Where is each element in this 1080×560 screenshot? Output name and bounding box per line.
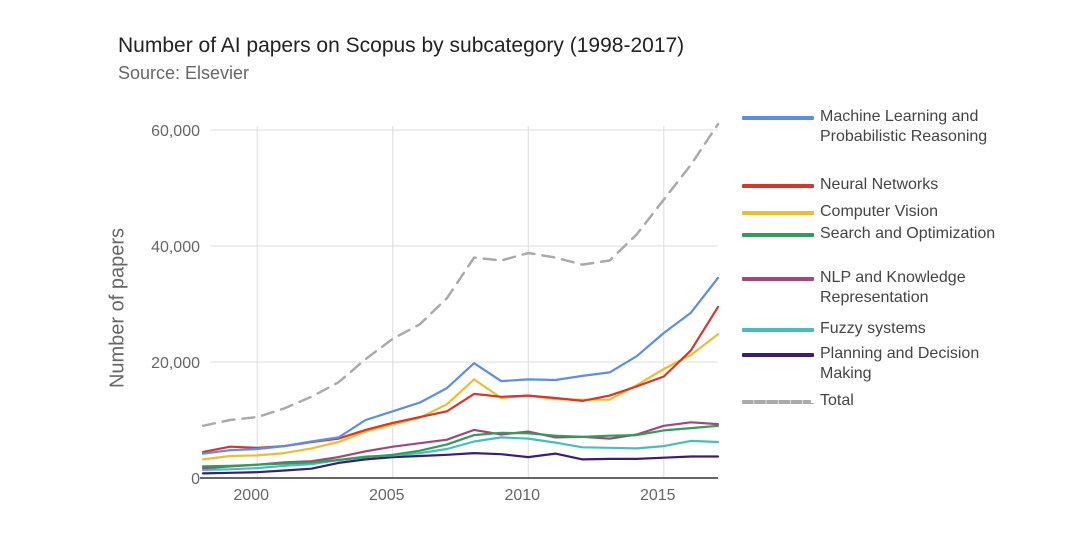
legend-label: Machine Learning and Probabilistic Reaso… <box>820 108 988 145</box>
legend-item: Fuzzy systems <box>742 319 1020 339</box>
x-tick-label: 2000 <box>233 487 269 504</box>
x-tick-label: 2010 <box>504 487 540 504</box>
series-line-search-and-optimization <box>201 424 720 468</box>
y-tick-label: 60,000 <box>151 123 200 140</box>
series-line-total <box>201 122 720 428</box>
series-line-neural-networks <box>201 305 720 453</box>
y-tick-label: 0 <box>191 471 200 488</box>
legend-item: Planning and Decision Making <box>742 344 1020 384</box>
legend-label: Search and Optimization <box>820 225 996 242</box>
legend-label: Computer Vision <box>820 203 938 220</box>
legend-item: Neural Networks <box>742 175 1020 195</box>
legend-label: Planning and Decision Making <box>820 345 980 382</box>
legend-item: Total <box>742 391 1020 411</box>
legend-swatch <box>742 116 814 120</box>
legend-swatch <box>742 184 814 188</box>
y-tick-label: 20,000 <box>151 355 200 372</box>
chart-subtitle: Source: Elsevier <box>118 63 250 83</box>
legend-swatch <box>742 277 814 281</box>
x-tick-label: 2005 <box>369 487 405 504</box>
y-tick-label: 40,000 <box>151 239 200 256</box>
series-line-machine-learning-and-probabilistic-reasoning <box>201 276 720 455</box>
legend-label: Total <box>820 392 854 409</box>
legend-swatch <box>742 211 814 215</box>
legend-swatch <box>742 233 814 237</box>
chart-title: Number of AI papers on Scopus by subcate… <box>118 34 685 57</box>
legend-item: NLP and Knowledge Representation <box>742 268 1020 308</box>
legend-label: Fuzzy systems <box>820 320 926 337</box>
legend-label: Neural Networks <box>820 176 939 193</box>
legend-swatch <box>742 328 814 332</box>
series-line-fuzzy-systems <box>201 436 720 471</box>
legend-label: NLP and Knowledge Representation <box>820 269 966 306</box>
legend-item: Search and Optimization <box>742 224 1020 244</box>
series-line-planning-and-decision-making <box>201 452 720 475</box>
legend-item: Computer Vision <box>742 202 1020 222</box>
legend-swatch <box>742 400 814 404</box>
legend-swatch <box>742 353 814 357</box>
x-tick-label: 2015 <box>640 487 676 504</box>
legend-item: Machine Learning and Probabilistic Reaso… <box>742 107 1020 147</box>
